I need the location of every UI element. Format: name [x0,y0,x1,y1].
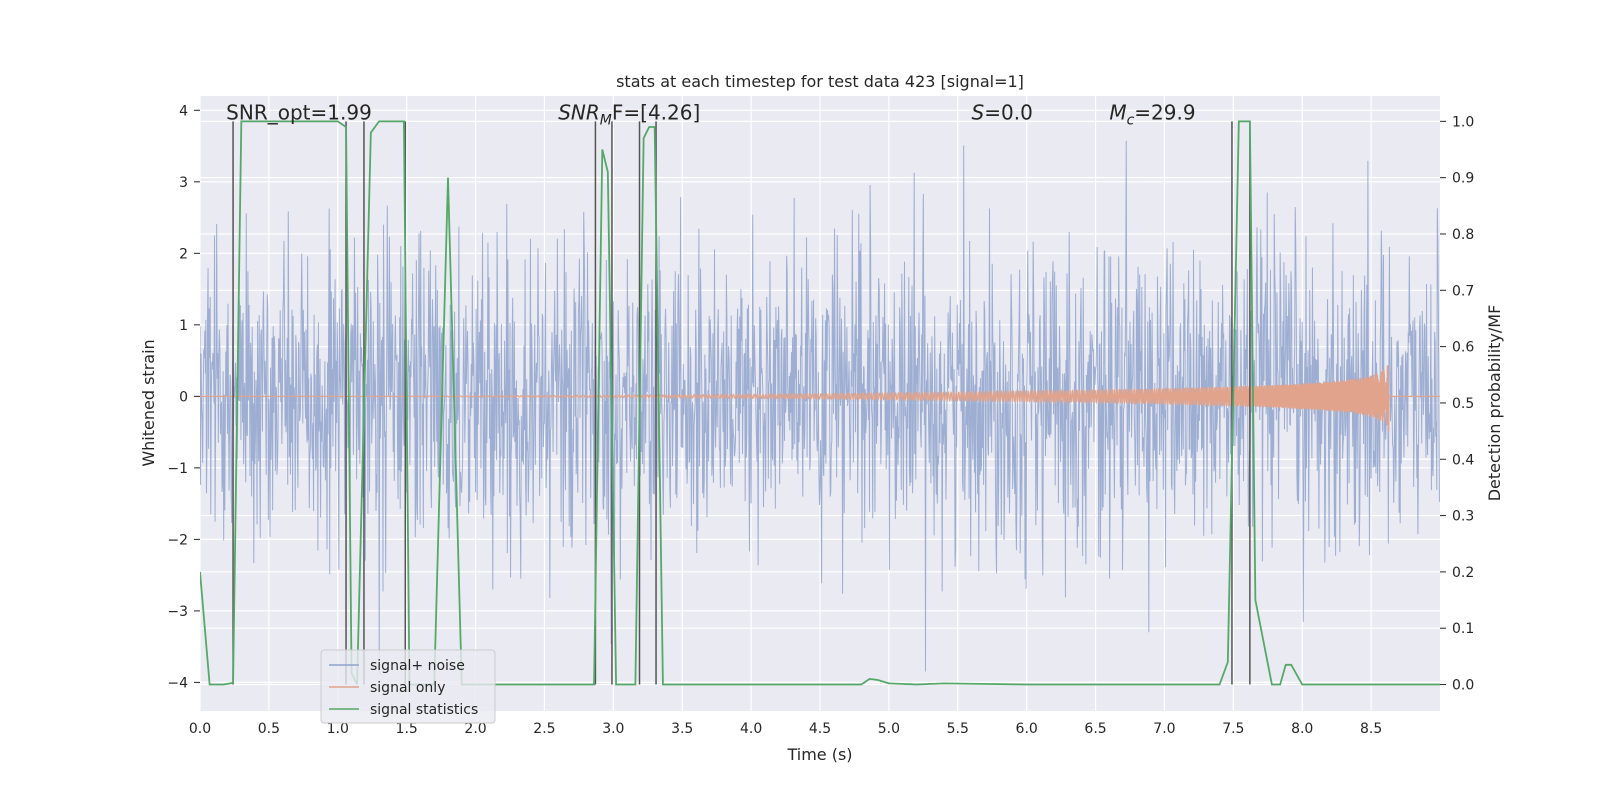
x-tick-label: 5.5 [947,721,969,737]
axes: 0.0 0.5 1.0 1.5 2.0 2.5 3.0 3.5 4.0 4.5 5.0 5.5 6.0 6… [167,103,1474,737]
annotations: SNR_opt=1.99 SNRMF=[4.26] S=0.0 Mc=29.9 [226,100,1195,128]
x-tick-label: 8.0 [1291,721,1313,737]
y-tick-label: 0 [179,389,188,405]
right-y-tick-label: 0.2 [1452,565,1474,581]
right-y-tick-label: 0.5 [1452,396,1474,412]
annotation-text: SNRMF=[4.26] [558,100,700,128]
y-tick-label: −1 [167,461,188,477]
y-tick-label: 2 [179,246,188,262]
y-tick-label: −4 [167,675,188,691]
x-tick-label: 6.0 [1016,721,1038,737]
right-y-tick-label: 0.9 [1452,171,1474,187]
y-tick-label: 4 [179,103,188,119]
x-tick-label: 1.0 [327,721,349,737]
x-tick-label: 3.5 [671,721,693,737]
right-y-tick-label: 0.3 [1452,509,1474,525]
x-tick-label: 3.0 [602,721,624,737]
x-tick-label: 0.5 [258,721,280,737]
y-tick-label: 3 [179,175,188,191]
annotation-text: SNR_opt=1.99 [226,100,372,124]
x-axis-label: Time (s) [786,745,852,764]
y-tick-label: −2 [167,532,188,548]
legend: signal+ noise signal only signal statist… [320,649,496,724]
legend-label-signal-statistics: signal statistics [370,702,478,718]
x-tick-label: 6.5 [1084,721,1106,737]
x-tick-label: 5.0 [878,721,900,737]
x-tick-label: 8.5 [1360,721,1382,737]
x-tick-label: 1.5 [396,721,418,737]
x-tick-label: 2.0 [464,721,486,737]
legend-label-signal-noise: signal+ noise [370,658,465,674]
x-tick-label: 7.5 [1222,721,1244,737]
right-y-axis-label: Detection probability/MF [1485,305,1504,502]
right-y-tick-label: 0.4 [1452,452,1474,468]
x-tick-label: 4.5 [809,721,831,737]
x-tick-label: 2.5 [533,721,555,737]
chart-title: stats at each timestep for test data 423… [616,72,1024,91]
right-y-tick-label: 0.0 [1452,678,1474,694]
right-y-tick-label: 0.7 [1452,283,1474,299]
x-tick-label: 4.0 [740,721,762,737]
x-tick-label: 0.0 [189,721,211,737]
right-y-tick-label: 0.8 [1452,227,1474,243]
y-tick-label: 1 [179,318,188,334]
right-y-tick-label: 1.0 [1452,114,1474,130]
right-y-tick-label: 0.1 [1452,621,1474,637]
annotation-text: Mc=29.9 [1109,100,1195,128]
right-y-tick-label: 0.6 [1452,340,1474,356]
annotation-text: S=0.0 [972,100,1033,124]
y-tick-label: −3 [167,604,188,620]
x-tick-label: 7.0 [1153,721,1175,737]
legend-label-signal-only: signal only [370,680,445,696]
y-axis-label: Whitened strain [139,339,158,466]
legend-box [320,649,496,724]
